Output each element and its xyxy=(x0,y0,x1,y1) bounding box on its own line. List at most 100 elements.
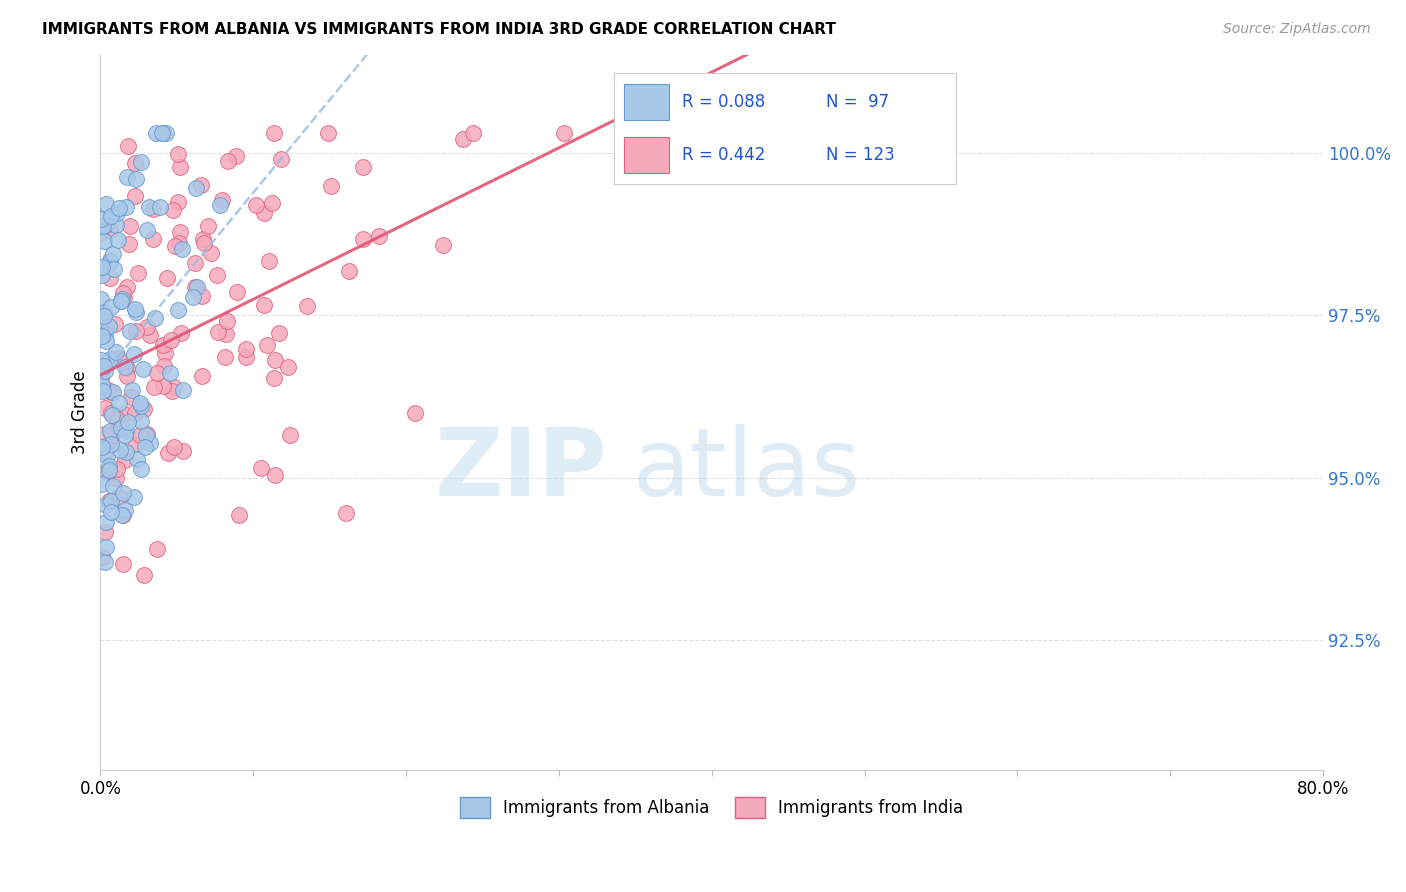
Point xyxy=(120,390,142,404)
Point xyxy=(169,160,191,174)
Point xyxy=(190,178,212,193)
Point xyxy=(111,286,134,301)
Point xyxy=(114,453,136,467)
Point xyxy=(184,280,207,294)
Point xyxy=(132,401,155,416)
Point xyxy=(143,310,166,325)
Point xyxy=(167,235,190,250)
Point xyxy=(115,369,138,384)
Point xyxy=(90,212,112,227)
Point xyxy=(114,503,136,517)
Point xyxy=(167,147,190,161)
Point xyxy=(117,415,139,429)
Point xyxy=(131,362,153,376)
Point xyxy=(134,441,156,455)
Point xyxy=(129,400,152,414)
Point xyxy=(135,222,157,236)
Point xyxy=(149,200,172,214)
Point xyxy=(263,353,285,368)
Point xyxy=(205,268,228,283)
Point xyxy=(186,280,208,294)
Point xyxy=(93,235,115,249)
Point xyxy=(162,202,184,217)
Point xyxy=(211,193,233,207)
Point xyxy=(235,343,257,357)
Point xyxy=(90,225,112,239)
Point xyxy=(93,359,115,373)
Point xyxy=(623,126,645,140)
Point xyxy=(103,317,125,331)
Point xyxy=(90,370,112,384)
Point xyxy=(167,194,190,209)
Point xyxy=(215,326,238,341)
Point xyxy=(100,209,122,223)
Point xyxy=(163,440,186,454)
Point xyxy=(101,247,124,261)
Point xyxy=(115,200,138,214)
Point xyxy=(197,219,219,234)
Point xyxy=(107,490,129,504)
Point xyxy=(295,299,318,313)
Point xyxy=(263,371,285,385)
Point xyxy=(157,446,180,460)
Point xyxy=(321,179,343,194)
Point xyxy=(112,407,135,421)
Point xyxy=(138,435,160,450)
Point xyxy=(90,268,112,282)
Point xyxy=(111,292,134,306)
Point xyxy=(152,379,174,393)
Point xyxy=(163,239,186,253)
Point xyxy=(115,361,138,376)
Point xyxy=(245,198,267,212)
Point xyxy=(105,461,128,475)
Point xyxy=(91,219,114,233)
Point xyxy=(90,292,112,306)
Point xyxy=(124,437,146,451)
Point xyxy=(115,444,138,458)
Point xyxy=(96,515,118,529)
Point xyxy=(150,126,173,140)
Point xyxy=(253,298,276,312)
Point xyxy=(107,351,129,365)
Point xyxy=(114,427,136,442)
Point xyxy=(262,195,284,210)
Point xyxy=(97,458,120,473)
Point xyxy=(135,427,157,442)
Point xyxy=(172,444,194,458)
Point xyxy=(432,238,454,252)
Point xyxy=(181,290,204,304)
Point xyxy=(100,436,122,450)
Legend: Immigrants from Albania, Immigrants from India: Immigrants from Albania, Immigrants from… xyxy=(451,789,972,826)
Point xyxy=(159,333,181,347)
Point xyxy=(111,486,134,500)
Point xyxy=(193,232,215,246)
Point xyxy=(124,406,146,420)
Point xyxy=(104,218,127,232)
Point xyxy=(172,383,194,397)
Point xyxy=(100,406,122,420)
Point xyxy=(100,494,122,508)
Point xyxy=(94,218,117,232)
Point xyxy=(90,477,112,491)
Point xyxy=(146,366,169,380)
Point xyxy=(91,440,114,454)
Point xyxy=(105,412,128,426)
Point xyxy=(553,126,575,140)
Point xyxy=(93,427,115,442)
Point xyxy=(156,270,179,285)
Point xyxy=(98,351,121,366)
Point xyxy=(91,384,114,399)
Point xyxy=(125,324,148,338)
Point xyxy=(118,237,141,252)
Point xyxy=(155,126,177,140)
Point xyxy=(94,334,117,349)
Point xyxy=(114,424,136,438)
Point xyxy=(94,555,117,569)
Point xyxy=(225,149,247,163)
Point xyxy=(125,451,148,466)
Point xyxy=(94,443,117,458)
Point xyxy=(89,352,111,367)
Point xyxy=(159,366,181,380)
Point xyxy=(101,478,124,492)
Point xyxy=(110,442,132,457)
